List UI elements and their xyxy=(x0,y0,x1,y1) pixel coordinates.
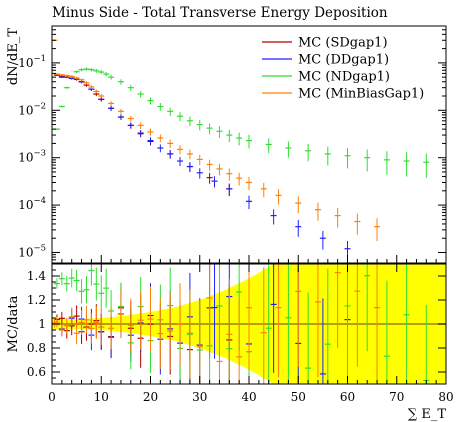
legend-label: MC (MinBiasGap1) xyxy=(298,87,424,102)
y-tick-exponent: −4 xyxy=(33,196,46,206)
y-tick-label: 10−3 xyxy=(18,149,46,165)
ratio-series-3 xyxy=(51,264,381,384)
y-tick-exponent: −3 xyxy=(33,149,46,159)
y-axis-label: dN/dE_T xyxy=(6,28,21,85)
y-tick-exponent: −2 xyxy=(33,101,46,111)
x-tick-label: 20 xyxy=(143,390,158,404)
y-tick-label: 10−5 xyxy=(18,243,46,259)
x-tick-label: 50 xyxy=(291,390,306,404)
series-1 xyxy=(58,76,351,262)
x-tick-label: 70 xyxy=(389,390,404,404)
ratio-y-tick-label: 1.4 xyxy=(27,269,46,283)
ratio-y-tick-label: 0.8 xyxy=(27,341,46,355)
chart-title: Minus Side - Total Transverse Energy Dep… xyxy=(52,5,388,21)
x-tick-label: 10 xyxy=(94,390,109,404)
legend-label: MC (NDgap1) xyxy=(298,70,390,85)
ratio-panel xyxy=(51,264,446,384)
x-axis-label: ∑ E_T xyxy=(408,407,446,422)
series-3 xyxy=(51,39,381,242)
legend: MC (SDgap1) MC (DDgap1) MC (NDgap1) MC (Min… xyxy=(262,36,424,102)
y-tick-label: 10−1 xyxy=(18,54,46,70)
legend-label: MC (SDgap1) xyxy=(298,36,388,51)
main-panel xyxy=(51,39,430,262)
ratio-y-tick-label: 0.6 xyxy=(27,365,46,379)
x-tick-label: 0 xyxy=(48,390,56,404)
ratio-y-tick-label: 1.2 xyxy=(27,293,46,307)
y-tick-label: 10−2 xyxy=(18,101,46,117)
x-tick-label: 80 xyxy=(438,390,453,404)
x-tick-label: 60 xyxy=(340,390,355,404)
ratio-y-tick-label: 1 xyxy=(38,317,46,331)
x-tick-label: 30 xyxy=(192,390,207,404)
legend-label: MC (DDgap1) xyxy=(298,53,389,68)
y-tick-exponent: −1 xyxy=(33,54,46,64)
x-tick-label: 40 xyxy=(241,390,256,404)
series-0 xyxy=(53,74,233,196)
y-tick-label: 10−4 xyxy=(18,196,46,212)
series-2 xyxy=(53,67,430,178)
ratio-axis-label: MC/data xyxy=(6,295,21,352)
y-tick-exponent: −5 xyxy=(33,243,46,253)
